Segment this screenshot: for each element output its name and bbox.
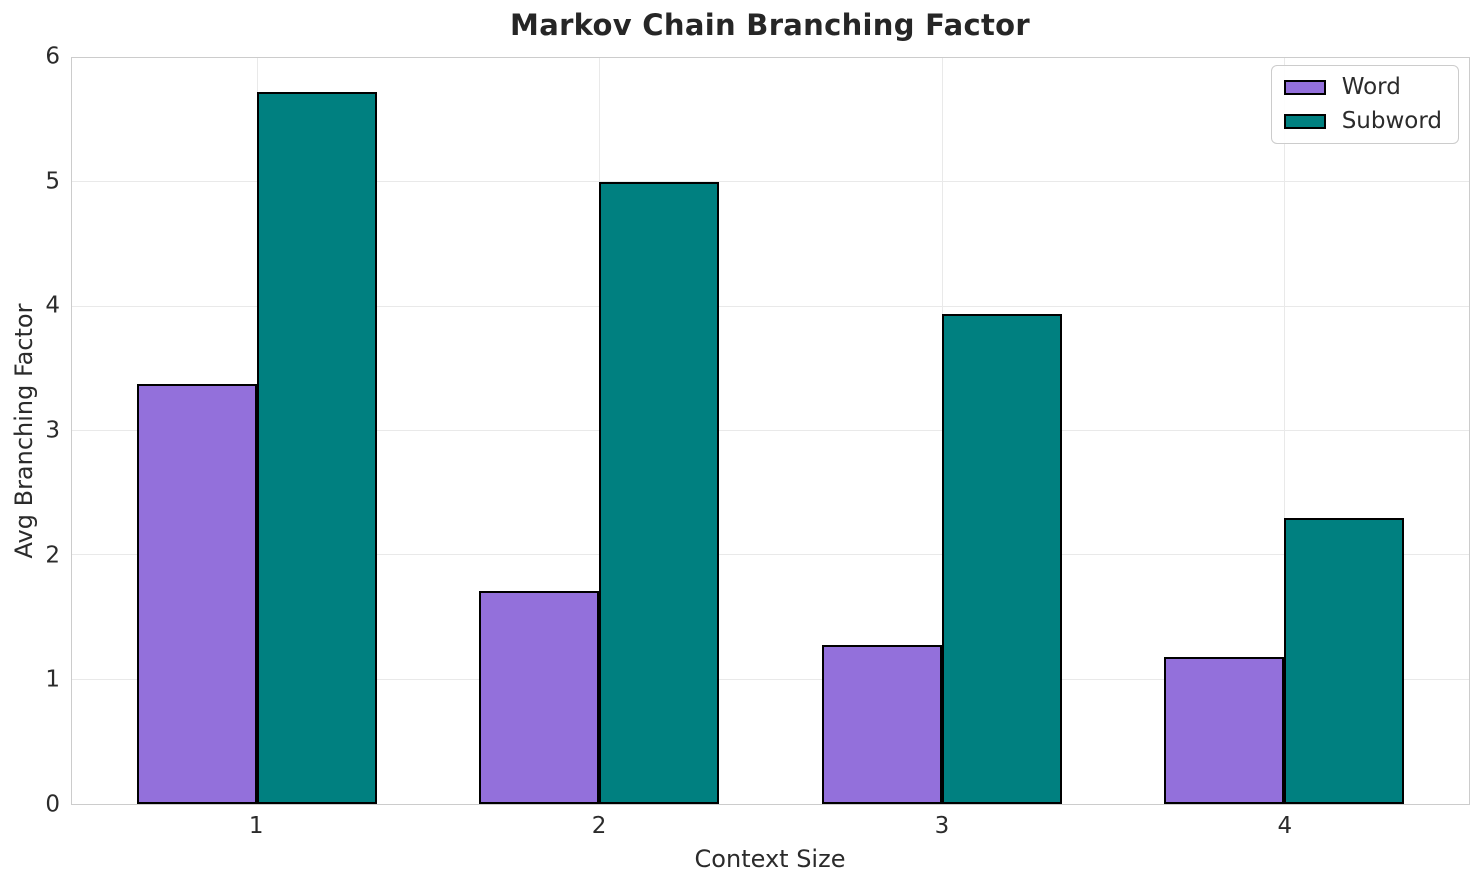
gridline-h-5 [72,181,1469,183]
legend-swatch-word [1283,80,1326,95]
gridline-h-1 [72,678,1469,680]
gridline-h-4 [72,305,1469,307]
bar-word-2 [479,591,600,804]
bar-subword-2 [599,182,720,804]
legend-label-word: Word [1341,74,1401,100]
y-tick-label-0: 0 [45,791,60,818]
y-tick-label-2: 2 [45,542,60,569]
gridline-h-3 [72,430,1469,431]
bar-word-3 [821,644,942,804]
x-axis-label: Context Size [694,845,846,873]
y-tick-label-3: 3 [45,417,60,444]
y-tick-label-6: 6 [45,43,60,70]
bar-subword-4 [1284,518,1404,804]
x-tick-label-2: 2 [591,813,607,839]
bar-subword-1 [256,91,377,804]
x-tick-label-3: 3 [934,813,950,839]
y-tick-label-4: 4 [45,292,60,319]
x-tick-label-4: 4 [1277,813,1293,839]
y-tick-label-5: 5 [45,168,60,195]
bar-word-1 [137,383,257,804]
gridline-h-2 [72,554,1469,556]
x-tick-label-1: 1 [248,813,264,839]
bar-subword-3 [941,314,1062,804]
legend-label-subword: Subword [1341,108,1442,134]
legend: Word Subword [1270,65,1459,144]
y-tick-label-1: 1 [45,666,60,693]
plot-area: Word Subword [71,57,1470,805]
legend-row-word: Word [1283,74,1442,100]
chart-title: Markov Chain Branching Factor [510,8,1030,42]
bar-word-4 [1164,657,1285,804]
gridline-v-4 [1284,58,1286,804]
legend-row-subword: Subword [1283,108,1442,134]
legend-swatch-subword [1283,114,1326,129]
